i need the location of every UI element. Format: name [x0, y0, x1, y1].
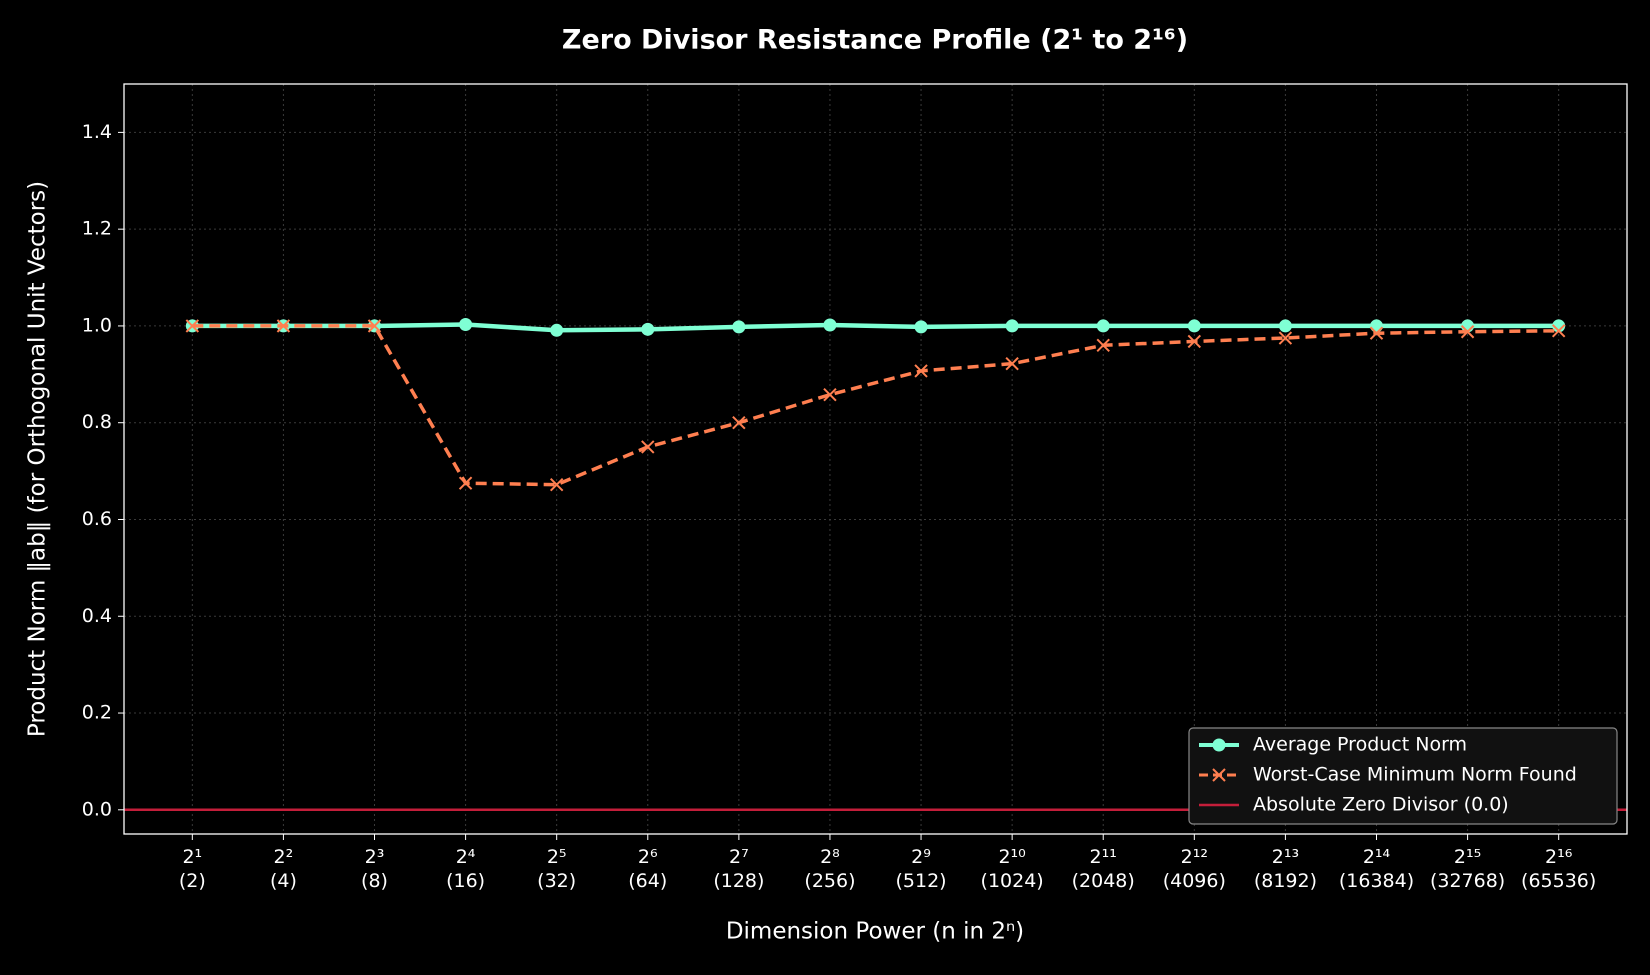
y-tick-label: 0.2: [82, 702, 112, 724]
x-tick-label: 2⁴ (16): [446, 846, 486, 892]
x-tick-label: 2¹⁶ (65536): [1521, 846, 1597, 892]
marker: [1370, 319, 1383, 333]
marker: [367, 319, 382, 333]
series-line: [192, 322, 1559, 333]
marker: [914, 320, 928, 334]
y-tick-label: 0.8: [82, 411, 112, 433]
x-tick-label: 2³ (8): [361, 846, 388, 892]
marker: [1369, 326, 1384, 340]
y-tick-label: 1.0: [82, 314, 112, 336]
marker: [732, 320, 746, 334]
marker: [1552, 319, 1566, 333]
x-tick-label: 2⁹ (512): [895, 846, 947, 892]
marker: [823, 318, 837, 332]
x-tick-label: 2¹ (2): [178, 846, 206, 892]
marker: [1096, 319, 1110, 333]
marker: [641, 322, 655, 336]
y-tick-label: 0.4: [82, 605, 112, 627]
plot-frame: [123, 83, 1628, 835]
y-tick-label: 0.6: [82, 508, 112, 530]
marker: [458, 476, 473, 490]
x-tick-label: 2¹³ (8192): [1253, 846, 1317, 892]
x-tick-label: 2⁶ (64): [628, 846, 668, 892]
y-tick-label: 0.0: [82, 798, 112, 820]
marker: [1005, 356, 1019, 371]
x-tick-label: 2¹⁵ (32768): [1429, 846, 1506, 892]
x-tick-label: 2¹² (4096): [1162, 846, 1226, 892]
marker: [914, 364, 928, 378]
marker: [549, 477, 564, 492]
x-tick-label: 2² (4): [269, 846, 297, 892]
marker: [1551, 324, 1566, 338]
marker: [550, 323, 564, 337]
series-line: [192, 324, 1559, 487]
marker: [1187, 319, 1201, 333]
legend-marker: [1212, 768, 1226, 782]
marker: [459, 317, 473, 331]
x-tick-label: 2⁵ (32): [537, 846, 577, 892]
y-axis-label: Product Norm ‖ab‖ (for Orthogonal Unit V…: [25, 181, 51, 737]
x-tick-label: 2¹⁰ (1024): [980, 846, 1044, 892]
y-tick-label: 1.4: [82, 121, 112, 143]
marker: [1005, 319, 1019, 333]
marker: [823, 387, 837, 402]
marker: [732, 416, 746, 430]
x-tick-label: 2⁸ (256): [804, 846, 856, 892]
legend-label: Worst-Case Minimum Norm Found: [1253, 764, 1577, 786]
marker: [641, 440, 655, 454]
legend-label: Absolute Zero Divisor (0.0): [1253, 794, 1509, 816]
marker: [1278, 331, 1293, 345]
y-tick-label: 1.2: [82, 218, 112, 240]
legend-marker: [1212, 738, 1226, 752]
legend-label: Average Product Norm: [1253, 734, 1467, 756]
chart-title: Zero Divisor Resistance Profile (2¹ to 2…: [562, 25, 1188, 56]
marker: [1278, 319, 1292, 333]
x-tick-label: 2¹⁴ (16384): [1338, 846, 1415, 892]
marker: [276, 319, 291, 333]
marker: [185, 319, 200, 333]
marker: [1460, 325, 1475, 339]
x-tick-label: 2⁷ (128): [713, 846, 765, 892]
marker: [1187, 334, 1202, 349]
legend: Average Product Norm Worst-Case Minimum N…: [1188, 727, 1618, 825]
legend-box: [1188, 727, 1618, 825]
x-tick-label: 2¹¹ (2048): [1071, 846, 1135, 892]
x-axis-label: Dimension Power (n in 2ⁿ): [726, 919, 1024, 945]
marker: [1096, 338, 1110, 352]
